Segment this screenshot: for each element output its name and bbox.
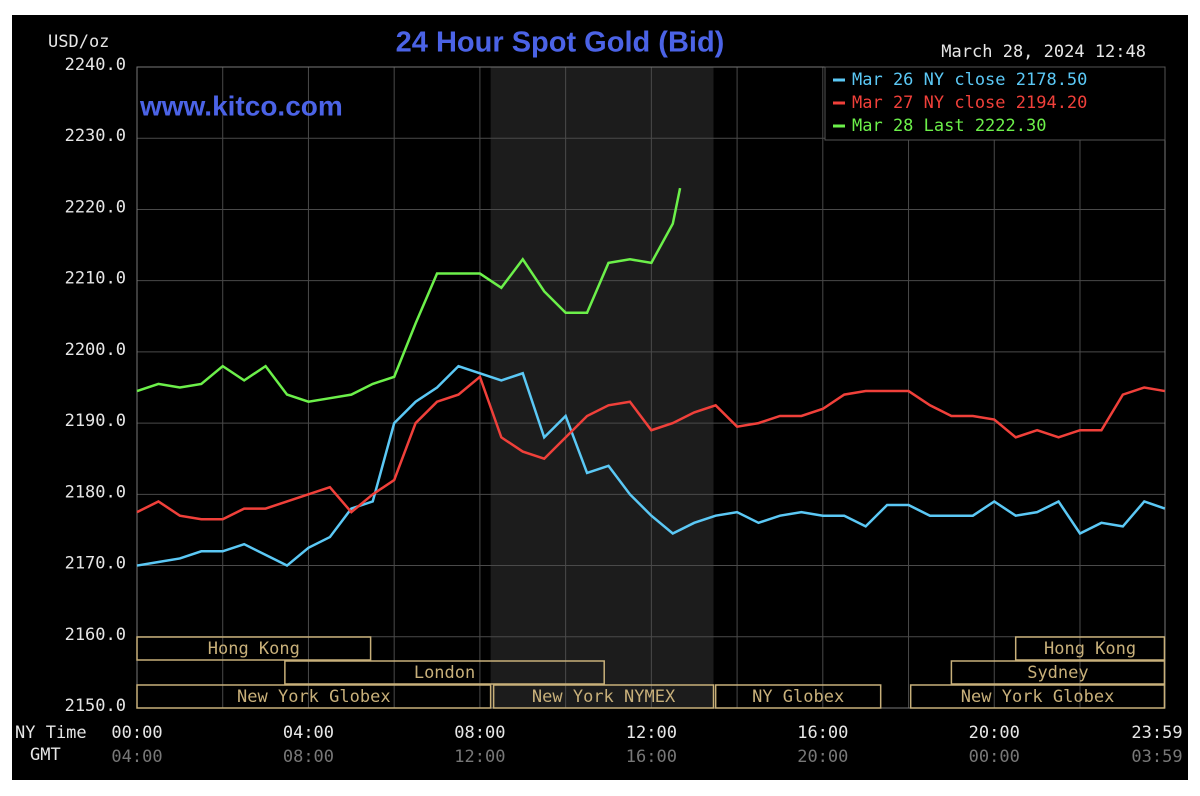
- session-box: [950, 660, 1166, 685]
- y-tick-label: 2240.0: [65, 55, 126, 75]
- x-tick-label: 23:59: [1131, 723, 1182, 743]
- series-line: [136, 374, 1166, 521]
- y-tick-label: 2160.0: [65, 625, 126, 645]
- y-tick-label: 2210.0: [65, 269, 126, 289]
- x-tick-label: 08:00: [454, 723, 505, 743]
- legend-label: Mar 26 NY close 2178.50: [852, 70, 1087, 90]
- series-line: [136, 187, 682, 404]
- session-label: London: [414, 663, 475, 683]
- legend-label: Mar 27 NY close 2194.20: [852, 93, 1087, 113]
- y-tick-label: 2180.0: [65, 482, 126, 502]
- session-label: Hong Kong: [1044, 639, 1136, 659]
- session-label: New York NYMEX: [532, 687, 676, 707]
- x-tick-label: 20:00: [969, 723, 1020, 743]
- session-label: NY Globex: [752, 687, 844, 707]
- session-label: Hong Kong: [208, 639, 300, 659]
- session-label: Sydney: [1027, 663, 1088, 683]
- watermark: www.kitco.com: [139, 90, 343, 121]
- session-label: New York Globex: [961, 687, 1115, 707]
- chart-title: 24 Hour Spot Gold (Bid): [396, 27, 725, 59]
- legend-label: Mar 28 Last 2222.30: [852, 116, 1046, 136]
- x-tick-label: 00:00: [111, 723, 162, 743]
- session-box: [284, 660, 605, 685]
- x2-tick-label: 00:00: [969, 747, 1020, 767]
- session-box: [136, 684, 492, 709]
- y-tick-label: 2170.0: [65, 554, 126, 574]
- x-tick-label: 16:00: [797, 723, 848, 743]
- session-label: New York Globex: [237, 687, 391, 707]
- x2-tick-label: 16:00: [626, 747, 677, 767]
- shaded-range: [490, 67, 714, 708]
- timestamp: March 28, 2024 12:48: [941, 42, 1146, 62]
- session-box: [1014, 636, 1166, 661]
- y-tick-label: 2230.0: [65, 126, 126, 146]
- y-axis-label: USD/oz: [48, 32, 109, 52]
- session-box: [136, 636, 372, 661]
- x2-tick-label: 04:00: [111, 747, 162, 767]
- legend-box: [824, 66, 1166, 141]
- x2-axis-label: GMT: [30, 745, 61, 765]
- session-box: [714, 684, 882, 709]
- x2-tick-label: 12:00: [454, 747, 505, 767]
- y-tick-label: 2190.0: [65, 411, 126, 431]
- x2-tick-label: 08:00: [283, 747, 334, 767]
- y-tick-label: 2150.0: [65, 696, 126, 716]
- x2-tick-label: 20:00: [797, 747, 848, 767]
- y-tick-label: 2220.0: [65, 197, 126, 217]
- session-box: [909, 684, 1166, 709]
- series-line: [136, 364, 1166, 568]
- x-tick-label: 04:00: [283, 723, 334, 743]
- x-tick-label: 12:00: [626, 723, 677, 743]
- x-axis-label: NY Time: [15, 723, 87, 743]
- x2-tick-label: 03:59: [1131, 747, 1182, 767]
- y-tick-label: 2200.0: [65, 340, 126, 360]
- session-box: [492, 684, 715, 709]
